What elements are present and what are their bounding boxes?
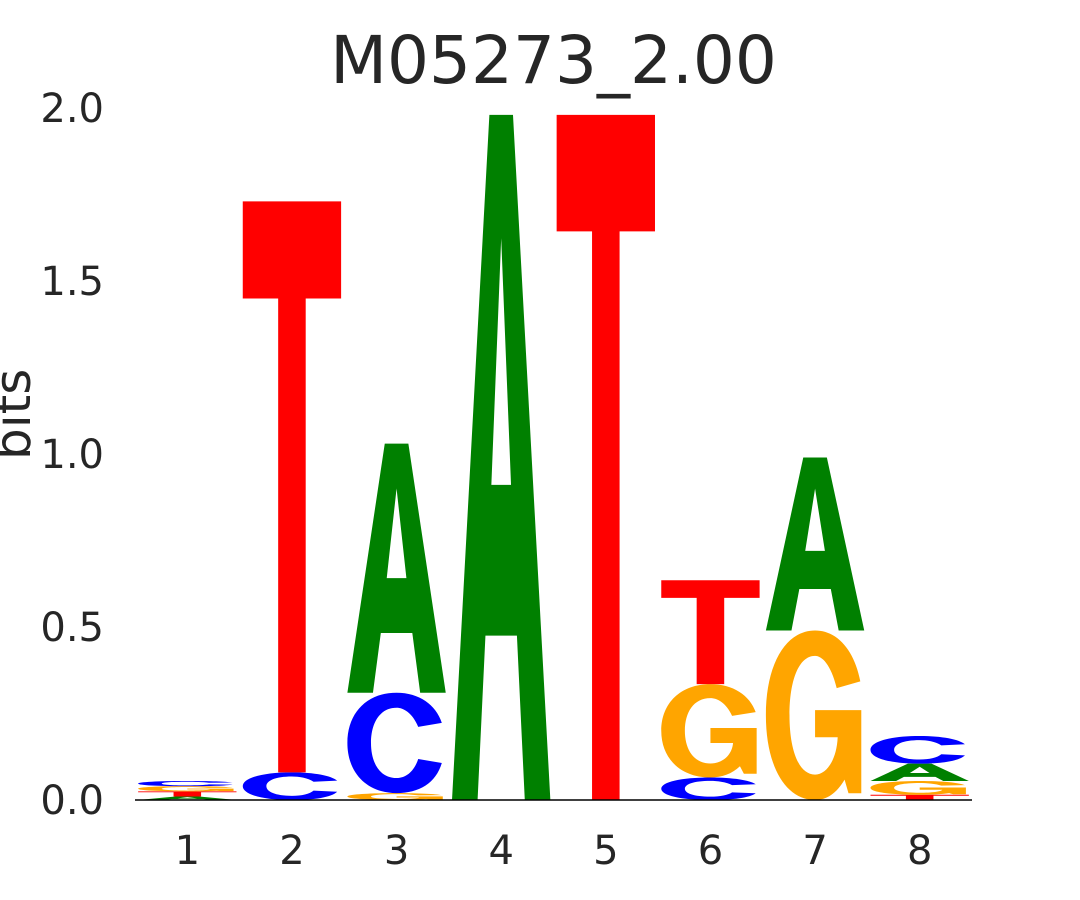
y-tick-label: 1.5 [40, 259, 104, 305]
y-tick-label: 1.0 [40, 432, 104, 478]
letter-A-pos-3 [347, 443, 446, 693]
x-tick-label: 8 [907, 828, 932, 874]
x-tick-label: 5 [593, 828, 618, 874]
letter-T-pos-5 [556, 114, 655, 801]
letter-T-pos-6 [661, 580, 760, 685]
y-tick-label: 0.0 [40, 778, 104, 824]
x-tick-label: 2 [279, 828, 304, 874]
letter-T-pos-1 [138, 791, 237, 797]
x-tick-label: 3 [384, 828, 409, 874]
letter-A-pos-1 [138, 796, 237, 800]
x-tick-label: 1 [175, 828, 200, 874]
letter-C-pos-1 [138, 780, 233, 787]
letter-T-pos-8 [870, 794, 969, 800]
y-tick-label: 2.0 [40, 86, 104, 132]
x-tick-label: 6 [698, 828, 723, 874]
x-ticks: 1 2 3 4 5 6 7 8 [175, 828, 933, 874]
letter-G-pos-7 [765, 630, 862, 800]
letter-C-pos-6 [661, 777, 756, 800]
letter-C-pos-3 [347, 692, 442, 794]
letter-C-pos-8 [870, 735, 965, 764]
y-tick-label: 0.5 [40, 605, 104, 651]
letter-A-pos-8 [870, 763, 969, 781]
letter-G-pos-6 [661, 684, 757, 778]
letter-G-pos-1 [138, 786, 234, 792]
x-tick-label: 4 [488, 828, 513, 874]
y-ticks: 0.0 0.5 1.0 1.5 2.0 [40, 86, 104, 824]
letter-T-pos-2 [242, 201, 342, 773]
letter-stacks [138, 114, 969, 801]
letter-C-pos-2 [242, 772, 338, 800]
letter-G-pos-8 [870, 780, 966, 795]
letter-G-pos-3 [347, 793, 443, 800]
chart-title: M05273_2.00 [330, 22, 777, 99]
letter-A-pos-4 [452, 114, 551, 801]
x-tick-label: 7 [802, 828, 827, 874]
letter-A-pos-7 [765, 457, 865, 631]
